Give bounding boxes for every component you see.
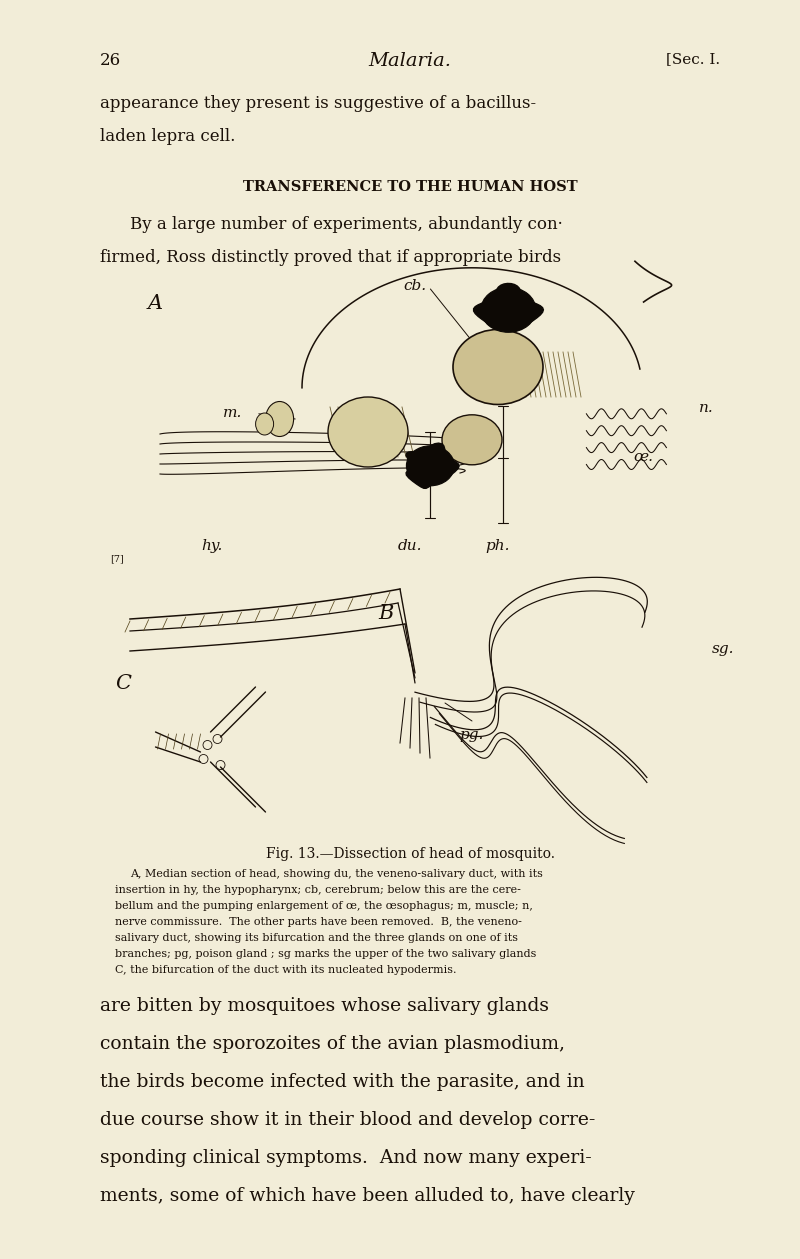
Text: hy.: hy. xyxy=(202,539,222,553)
Text: A, Median section of head, showing du, the veneno-salivary duct, with its: A, Median section of head, showing du, t… xyxy=(130,869,543,879)
Text: A: A xyxy=(148,295,163,313)
Text: due course show it in their blood and develop corre-: due course show it in their blood and de… xyxy=(100,1110,595,1129)
Text: sg.: sg. xyxy=(711,642,734,656)
Text: TRANSFERENCE TO THE HUMAN HOST: TRANSFERENCE TO THE HUMAN HOST xyxy=(242,180,578,194)
Text: pg.: pg. xyxy=(460,728,484,743)
Text: B: B xyxy=(378,604,394,623)
Text: nerve commissure.  The other parts have been removed.  B, the veneno-: nerve commissure. The other parts have b… xyxy=(115,917,522,927)
Text: C, the bifurcation of the duct with its nucleated hypodermis.: C, the bifurcation of the duct with its … xyxy=(115,964,457,974)
Text: cb.: cb. xyxy=(403,278,426,292)
Text: contain the sporozoites of the avian plasmodium,: contain the sporozoites of the avian pla… xyxy=(100,1035,565,1053)
Text: By a large number of experiments, abundantly con·: By a large number of experiments, abunda… xyxy=(130,217,563,233)
Ellipse shape xyxy=(328,397,408,467)
Text: salivary duct, showing its bifurcation and the three glands on one of its: salivary duct, showing its bifurcation a… xyxy=(115,933,518,943)
Ellipse shape xyxy=(266,402,294,437)
Ellipse shape xyxy=(453,330,543,404)
Text: ments, some of which have been alluded to, have clearly: ments, some of which have been alluded t… xyxy=(100,1187,635,1205)
Text: the birds become infected with the parasite, and in: the birds become infected with the paras… xyxy=(100,1073,585,1092)
Text: C: C xyxy=(115,674,131,692)
Text: appearance they present is suggestive of a bacillus-: appearance they present is suggestive of… xyxy=(100,94,536,112)
Ellipse shape xyxy=(442,414,502,465)
Text: ph.: ph. xyxy=(486,539,510,553)
Text: laden lepra cell.: laden lepra cell. xyxy=(100,128,235,145)
Text: du.: du. xyxy=(398,539,422,553)
Text: m.: m. xyxy=(223,405,242,421)
Ellipse shape xyxy=(406,446,454,486)
Text: 26: 26 xyxy=(100,52,121,69)
Polygon shape xyxy=(474,283,543,329)
Text: œ.: œ. xyxy=(634,451,654,465)
Text: insertion in hy, the hypopharynx; cb, cerebrum; below this are the cere-: insertion in hy, the hypopharynx; cb, ce… xyxy=(115,885,521,895)
Text: n.: n. xyxy=(698,400,714,414)
Ellipse shape xyxy=(256,413,274,436)
Text: firmed, Ross distinctly proved that if appropriate birds: firmed, Ross distinctly proved that if a… xyxy=(100,249,561,266)
Text: [Sec. I.: [Sec. I. xyxy=(666,52,720,65)
Polygon shape xyxy=(406,443,459,488)
Ellipse shape xyxy=(481,287,536,332)
Text: are bitten by mosquitoes whose salivary glands: are bitten by mosquitoes whose salivary … xyxy=(100,997,549,1015)
Text: Malaria.: Malaria. xyxy=(369,52,451,71)
Text: branches; pg, poison gland ; sg marks the upper of the two salivary glands: branches; pg, poison gland ; sg marks th… xyxy=(115,949,536,959)
Text: bellum and the pumping enlargement of œ, the œsophagus; m, muscle; n,: bellum and the pumping enlargement of œ,… xyxy=(115,901,533,912)
Text: Fig. 13.—Dissection of head of mosquito.: Fig. 13.—Dissection of head of mosquito. xyxy=(266,847,554,861)
Text: sponding clinical symptoms.  And now many experi-: sponding clinical symptoms. And now many… xyxy=(100,1149,592,1167)
Text: [7]: [7] xyxy=(110,554,124,563)
